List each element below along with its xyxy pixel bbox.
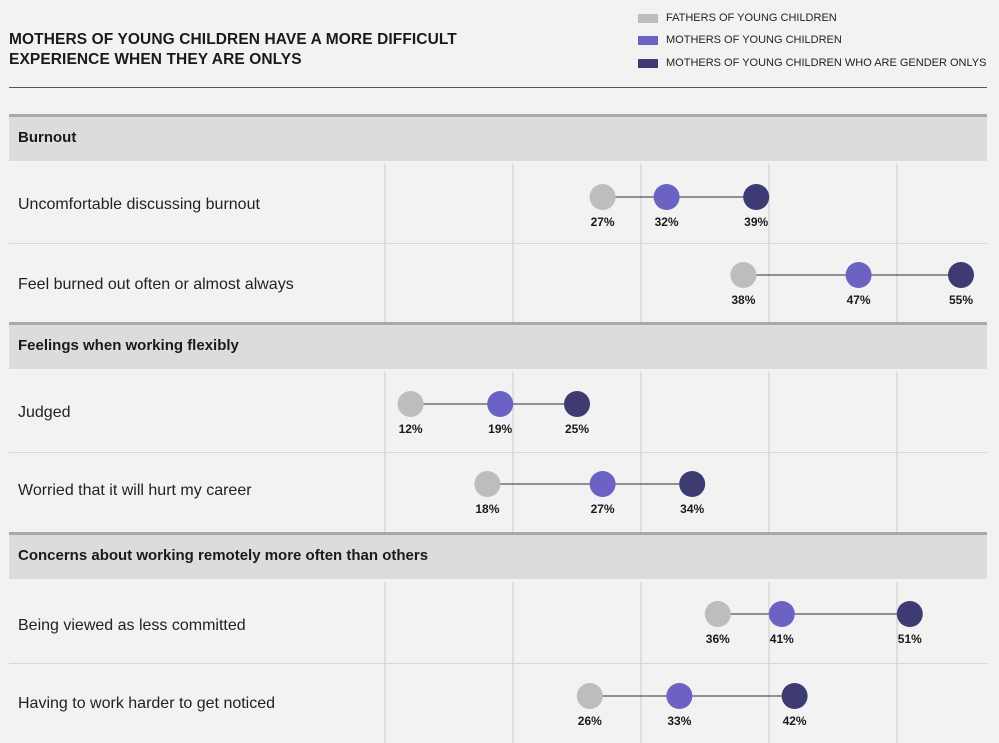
legend-label-fathers: FATHERS OF YOUNG CHILDREN [666, 12, 837, 24]
dot-fathers [730, 262, 757, 288]
section-label-flexibly: Feelings when working flexibly [18, 337, 239, 354]
row-label-uncomfortable-discussing-burnout: Uncomfortable discussing burnout [18, 196, 260, 213]
dot-fathers [576, 683, 603, 709]
dot-fathers [474, 471, 501, 497]
value-label-mothers-onlys: 51% [898, 632, 922, 646]
value-label-fathers: 27% [591, 215, 615, 229]
value-label-fathers: 36% [706, 632, 730, 646]
dot-mothers [666, 683, 693, 709]
title-divider [9, 87, 987, 88]
section-label-remote: Concerns about working remotely more oft… [18, 547, 429, 564]
value-label-fathers: 38% [731, 293, 755, 307]
legend-swatch-mothers [638, 36, 658, 45]
value-label-mothers: 47% [847, 293, 871, 307]
dot-mothers-onlys [679, 471, 706, 497]
value-label-mothers: 32% [655, 215, 679, 229]
row-label-less-committed: Being viewed as less committed [18, 617, 246, 634]
dot-mothers-onlys [564, 391, 590, 417]
value-label-mothers: 41% [770, 632, 794, 646]
value-label-fathers: 12% [399, 422, 423, 436]
value-label-fathers: 26% [578, 714, 602, 728]
dot-fathers [589, 184, 616, 210]
legend-label-mothers: MOTHERS OF YOUNG CHILDREN [666, 34, 842, 46]
dot-mothers [653, 184, 680, 210]
section-band-remote: Concerns about working remotely more oft… [9, 532, 987, 579]
legend-label-mothers-onlys: MOTHERS OF YOUNG CHILDREN WHO ARE GENDER… [666, 57, 987, 69]
value-label-mothers-onlys: 34% [680, 502, 704, 516]
row-label-feel-burned-out: Feel burned out often or almost always [18, 276, 294, 293]
row-label-work-harder: Having to work harder to get noticed [18, 695, 276, 712]
dot-fathers [397, 391, 424, 417]
row-separator [9, 452, 987, 453]
value-label-fathers: 18% [475, 502, 499, 516]
section-label-burnout: Burnout [18, 129, 77, 146]
dot-mothers-onlys [948, 262, 974, 288]
dot-fathers [704, 601, 731, 627]
dot-mothers-onlys [743, 184, 770, 210]
value-label-mothers-onlys: 55% [949, 293, 973, 307]
row-separator [9, 243, 987, 244]
value-label-mothers-onlys: 25% [565, 422, 589, 436]
chart-title: MOTHERS OF YOUNG CHILDREN HAVE A MORE DI… [9, 31, 457, 68]
value-label-mothers: 19% [488, 422, 512, 436]
value-label-mothers: 33% [667, 714, 691, 728]
row-label-worried-hurt-career: Worried that it will hurt my career [18, 482, 252, 499]
section-band-flexibly: Feelings when working flexibly [9, 322, 987, 369]
dot-mothers [845, 262, 872, 288]
value-label-mothers-onlys: 42% [783, 714, 807, 728]
dot-mothers [589, 471, 616, 497]
value-label-mothers: 27% [591, 502, 615, 516]
dot-mothers-onlys [896, 601, 923, 627]
value-label-mothers-onlys: 39% [744, 215, 768, 229]
dot-mothers-onlys [781, 683, 808, 709]
legend-swatch-mothers-onlys [638, 59, 658, 68]
dot-mothers [487, 391, 514, 417]
section-band-burnout: Burnout [9, 114, 987, 161]
legend-swatch-fathers [638, 14, 658, 23]
row-label-judged: Judged [18, 404, 71, 421]
row-separator [9, 663, 987, 664]
dot-mothers [768, 601, 795, 627]
